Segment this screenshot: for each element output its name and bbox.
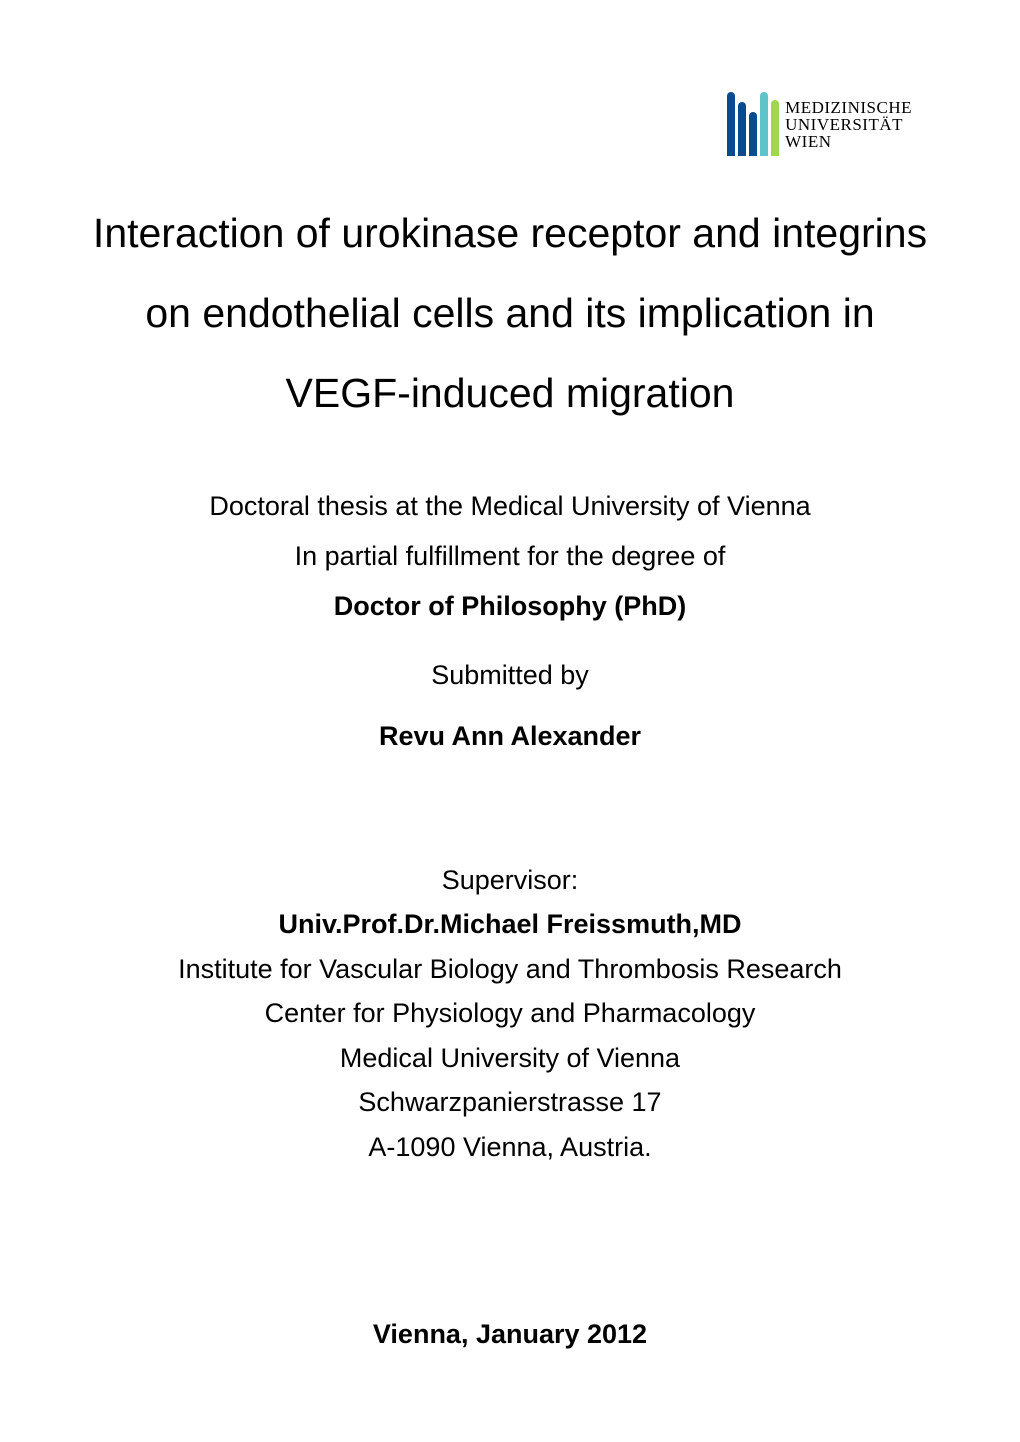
place-date: Vienna, January 2012 [90, 1319, 930, 1350]
logo-bars-icon [727, 92, 779, 156]
affiliation-line-2: Center for Physiology and Pharmacology [90, 991, 930, 1036]
affiliation-line-5: A-1090 Vienna, Austria. [90, 1125, 930, 1170]
affiliation-line-1: Institute for Vascular Biology and Throm… [90, 947, 930, 992]
degree-name: Doctor of Philosophy (PhD) [90, 582, 930, 632]
submitted-by-label: Submitted by [90, 660, 930, 691]
logo-bar-3 [749, 112, 757, 156]
logo-bar-5 [771, 100, 779, 156]
author-name: Revu Ann Alexander [90, 721, 930, 752]
subtitle-line1: Doctoral thesis at the Medical Universit… [90, 482, 930, 532]
logo-bar-1 [727, 92, 735, 156]
subtitle-line2: In partial fulfillment for the degree of [90, 532, 930, 582]
logo-text: MEDIZINISCHE UNIVERSITÄT WIEN [785, 99, 912, 150]
affiliation-line-4: Schwarzpanierstrasse 17 [90, 1080, 930, 1125]
supervisor-name: Univ.Prof.Dr.Michael Freissmuth,MD [90, 902, 930, 947]
supervisor-block: Supervisor: Univ.Prof.Dr.Michael Freissm… [90, 858, 930, 1170]
logo-text-line3: WIEN [785, 133, 912, 150]
affiliation-line-3: Medical University of Vienna [90, 1036, 930, 1081]
thesis-title: Interaction of urokinase receptor and in… [90, 194, 930, 434]
subtitle-block: Doctoral thesis at the Medical Universit… [90, 482, 930, 632]
logo-bar-4 [760, 92, 768, 156]
university-logo: MEDIZINISCHE UNIVERSITÄT WIEN [727, 92, 912, 156]
logo-bar-2 [738, 102, 746, 156]
logo-text-line2: UNIVERSITÄT [785, 116, 912, 133]
logo-text-line1: MEDIZINISCHE [785, 99, 912, 116]
supervisor-label: Supervisor: [90, 858, 930, 903]
thesis-title-page: MEDIZINISCHE UNIVERSITÄT WIEN Interactio… [0, 0, 1020, 1442]
